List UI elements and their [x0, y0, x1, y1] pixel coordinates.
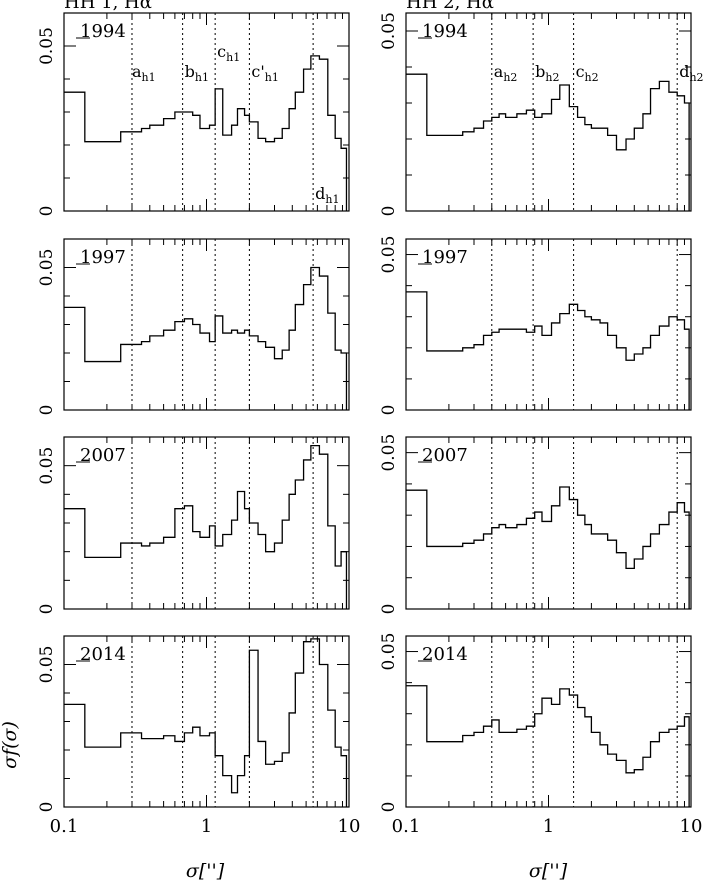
- marker-subscript: h2: [689, 71, 703, 84]
- y-tick-label: 0: [379, 802, 399, 813]
- histogram-series-1997: [64, 266, 348, 410]
- column-title: HH 2, Hα: [406, 0, 494, 13]
- y-tick-label: 0: [379, 405, 399, 416]
- x-tick-label: 0.1: [392, 816, 421, 837]
- marker-label-a-h1: ah1: [132, 62, 156, 84]
- marker-subscript: h1: [265, 71, 279, 84]
- x-axis-label-hh2: σ['']: [529, 860, 568, 881]
- histogram-series-1994: [64, 55, 348, 211]
- marker-label-a-h2: ah2: [494, 62, 518, 84]
- panel-2007: 0 0.05 2007: [379, 434, 692, 615]
- marker-label-c-h1: ch1: [217, 42, 240, 64]
- marker-subscript: h2: [585, 71, 599, 84]
- y-axis-label: σf(σ): [0, 721, 21, 769]
- marker-subscript: h1: [226, 51, 240, 64]
- panel-frame: [63, 12, 350, 212]
- year-label: 2007: [80, 445, 126, 466]
- column-title: HH 1, Hα: [64, 0, 152, 13]
- x-tick-label: 1: [201, 816, 212, 837]
- y-tick-label: 0.05: [379, 633, 399, 671]
- y-tick-label: 0: [37, 206, 57, 217]
- y-tick-label: 0.05: [37, 249, 57, 287]
- histogram-series-2007: [64, 444, 348, 609]
- y-tick-label: 0.05: [379, 236, 399, 274]
- marker-subscript: h2: [545, 71, 559, 84]
- y-tick-label: 0.05: [379, 12, 399, 50]
- histogram-series-2007: [406, 486, 690, 609]
- year-label: 2014: [422, 644, 468, 665]
- marker-subscript: h1: [195, 71, 209, 84]
- marker-subscript: h2: [503, 71, 517, 84]
- histogram-series-1997: [406, 291, 690, 410]
- year-label: 1997: [80, 247, 126, 268]
- x-tick-label: 10: [338, 816, 361, 837]
- year-label: 2014: [80, 644, 126, 665]
- y-tick-label: 0: [379, 206, 399, 217]
- panel-2014: 0 0.05 2014 0.1 1 10: [379, 633, 702, 837]
- histogram-series-1994: [406, 73, 690, 211]
- panel-1994: 0 0.05 1994 ah1 bh1 ch1 c'h1 dh1: [37, 12, 350, 217]
- year-label: 1994: [80, 21, 126, 42]
- y-tick-label: 0.05: [37, 27, 57, 65]
- x-tick-label: 1: [543, 816, 554, 837]
- marker-subscript: h1: [325, 193, 339, 206]
- x-tick-label: 10: [680, 816, 703, 837]
- plot-panels: HH 1, Hα 0 0.05 1994 ah1 bh1 ch1 c'h1 dh1 0 0.05 19…: [37, 0, 704, 837]
- y-tick-label: 0.05: [37, 646, 57, 684]
- year-label: 1997: [422, 247, 468, 268]
- panel-1997: 0 0.05 1997: [379, 236, 692, 416]
- panel-2007: 0 0.05 2007: [37, 436, 350, 615]
- marker-label-c-h2: ch2: [576, 62, 599, 84]
- marker-label-b-h2: bh2: [535, 62, 559, 84]
- y-tick-label: 0: [37, 405, 57, 416]
- y-tick-label: 0: [37, 802, 57, 813]
- y-tick-label: 0.05: [379, 434, 399, 472]
- marker-label-b-h1: bh1: [185, 62, 209, 84]
- marker-label-d-h1: dh1: [315, 184, 339, 206]
- histogram-series-2014: [64, 638, 348, 807]
- histogram-series-2014: [406, 685, 690, 807]
- panel-frame: [405, 12, 692, 212]
- y-tick-label: 0: [37, 604, 57, 615]
- panel-1997: 0 0.05 1997: [37, 238, 350, 416]
- year-label: 1994: [422, 21, 468, 42]
- chart-column-1: HH 1, Hα 0 0.05 1994 ah1 bh1 ch1 c'h1 dh1 0 0.05 19…: [37, 0, 360, 837]
- x-tick-label: 0.1: [50, 816, 79, 837]
- panel-2014: 0 0.05 2014 0.1 1 10: [37, 635, 361, 837]
- y-tick-label: 0: [379, 604, 399, 615]
- marker-subscript: h1: [142, 71, 156, 84]
- marker-label-cprime-h1: c'h1: [251, 62, 278, 84]
- y-tick-label: 0.05: [37, 447, 57, 485]
- year-label: 2007: [422, 445, 468, 466]
- x-axis-label-hh1: σ['']: [186, 860, 225, 881]
